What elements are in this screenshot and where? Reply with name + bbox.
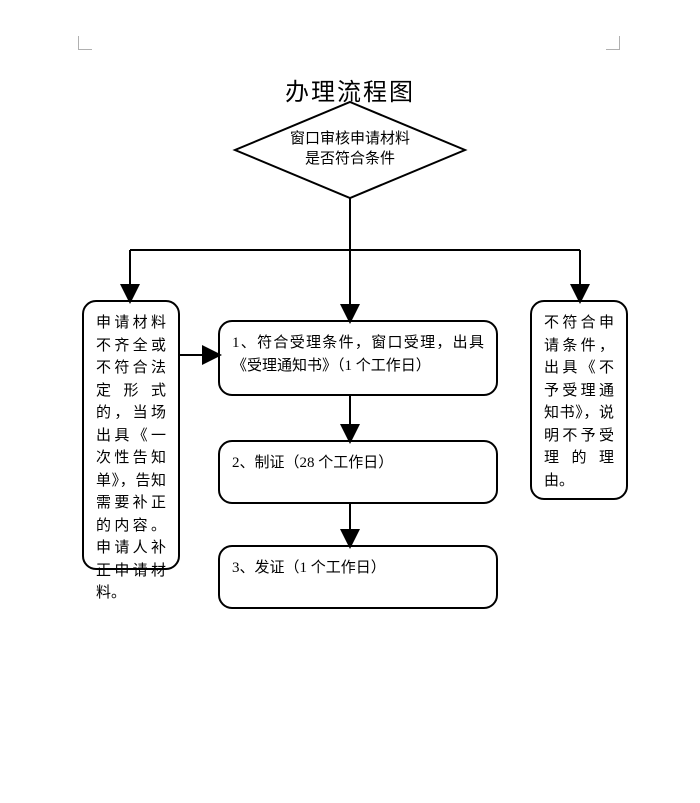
flowchart-canvas: 办理流程图 窗口审核申请材料 是否符合条件 申请材料不齐全或不符合法定形式的，当… bbox=[0, 0, 700, 803]
page-title: 办理流程图 bbox=[285, 72, 415, 107]
diamond-line2: 是否符合条件 bbox=[270, 150, 430, 170]
corner-mark-tr bbox=[606, 36, 620, 50]
step-1-box: 1、符合受理条件，窗口受理，出具《受理通知书》（1 个工作日） bbox=[218, 320, 498, 396]
corner-mark-tl bbox=[78, 36, 92, 50]
left-outcome-box: 申请材料不齐全或不符合法定形式的，当场出具《一次性告知单》，告知需要补正的内容。… bbox=[82, 300, 180, 570]
diamond-line1: 窗口审核申请材料 bbox=[270, 130, 430, 150]
decision-diamond: 窗口审核申请材料 是否符合条件 bbox=[270, 130, 430, 169]
right-outcome-box: 不符合申请条件，出具《不予受理通知书》，说明不予受理的理由。 bbox=[530, 300, 628, 500]
step-3-box: 3、发证（1 个工作日） bbox=[218, 545, 498, 609]
step-2-box: 2、制证（28 个工作日） bbox=[218, 440, 498, 504]
